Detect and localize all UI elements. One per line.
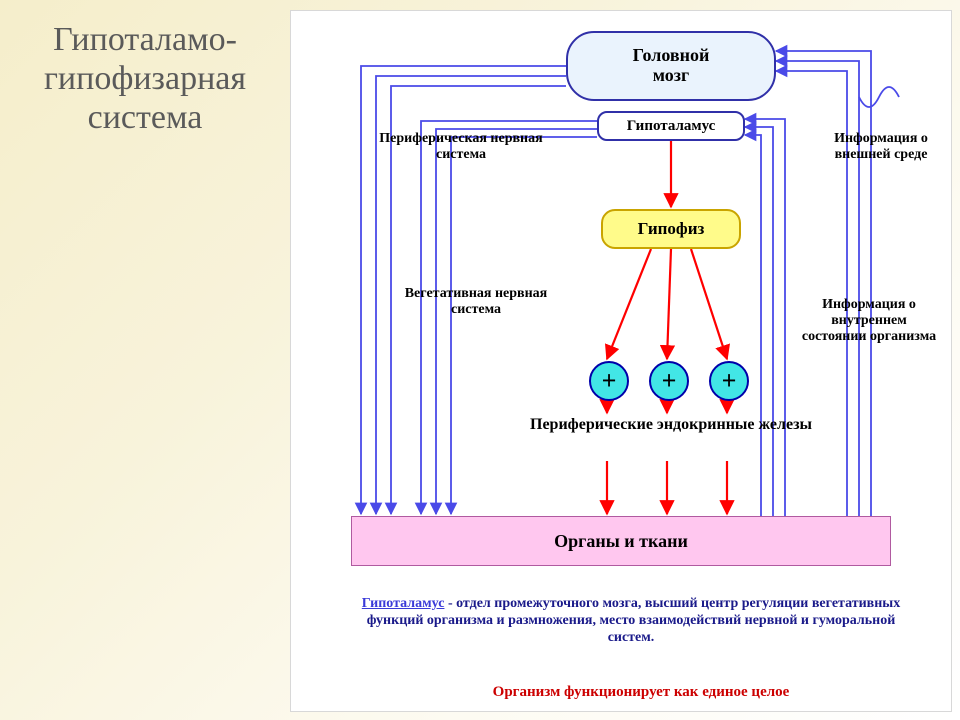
plus-node-3: + (709, 361, 749, 401)
node-organs-text: Органы и ткани (554, 531, 688, 552)
diagram-panel: Головноймозг Гипоталамус Гипофиз Органы … (290, 10, 952, 712)
plus-node-1: + (589, 361, 629, 401)
label-internal-info: Информация о внутреннем состоянии органи… (799, 297, 939, 345)
node-hypophysis-text: Гипофиз (638, 219, 705, 239)
label-vegetative-ns: Вегетативная нервная система (401, 286, 551, 318)
caption-link: Гипоталамус (362, 596, 445, 611)
node-organs: Органы и ткани (351, 516, 891, 566)
node-hypothalamus: Гипоталамус (597, 111, 745, 141)
node-brain: Головноймозг (566, 31, 776, 101)
title-line-3: система (88, 99, 203, 136)
title-line-1: Гипоталамо- (53, 21, 237, 58)
caption-organism: Организм функционирует как единое целое (401, 683, 881, 701)
slide-title: Гипоталамо- гипофизарная система (10, 20, 280, 137)
label-external-info: Информация о внешней среде (816, 131, 946, 163)
plus-node-2: + (649, 361, 689, 401)
label-peripheral-glands: Периферические эндокринные железы (521, 416, 821, 434)
title-line-2: гипофизарная (44, 60, 246, 97)
label-peripheral-ns: Периферическая нервная система (376, 131, 546, 163)
caption-rest: - отдел промежуточного мозга, высший цен… (367, 596, 901, 645)
node-hypophysis: Гипофиз (601, 209, 741, 249)
caption-hypothalamus: Гипоталамус - отдел промежуточного мозга… (351, 596, 911, 646)
node-hypothalamus-text: Гипоталамус (627, 118, 716, 135)
